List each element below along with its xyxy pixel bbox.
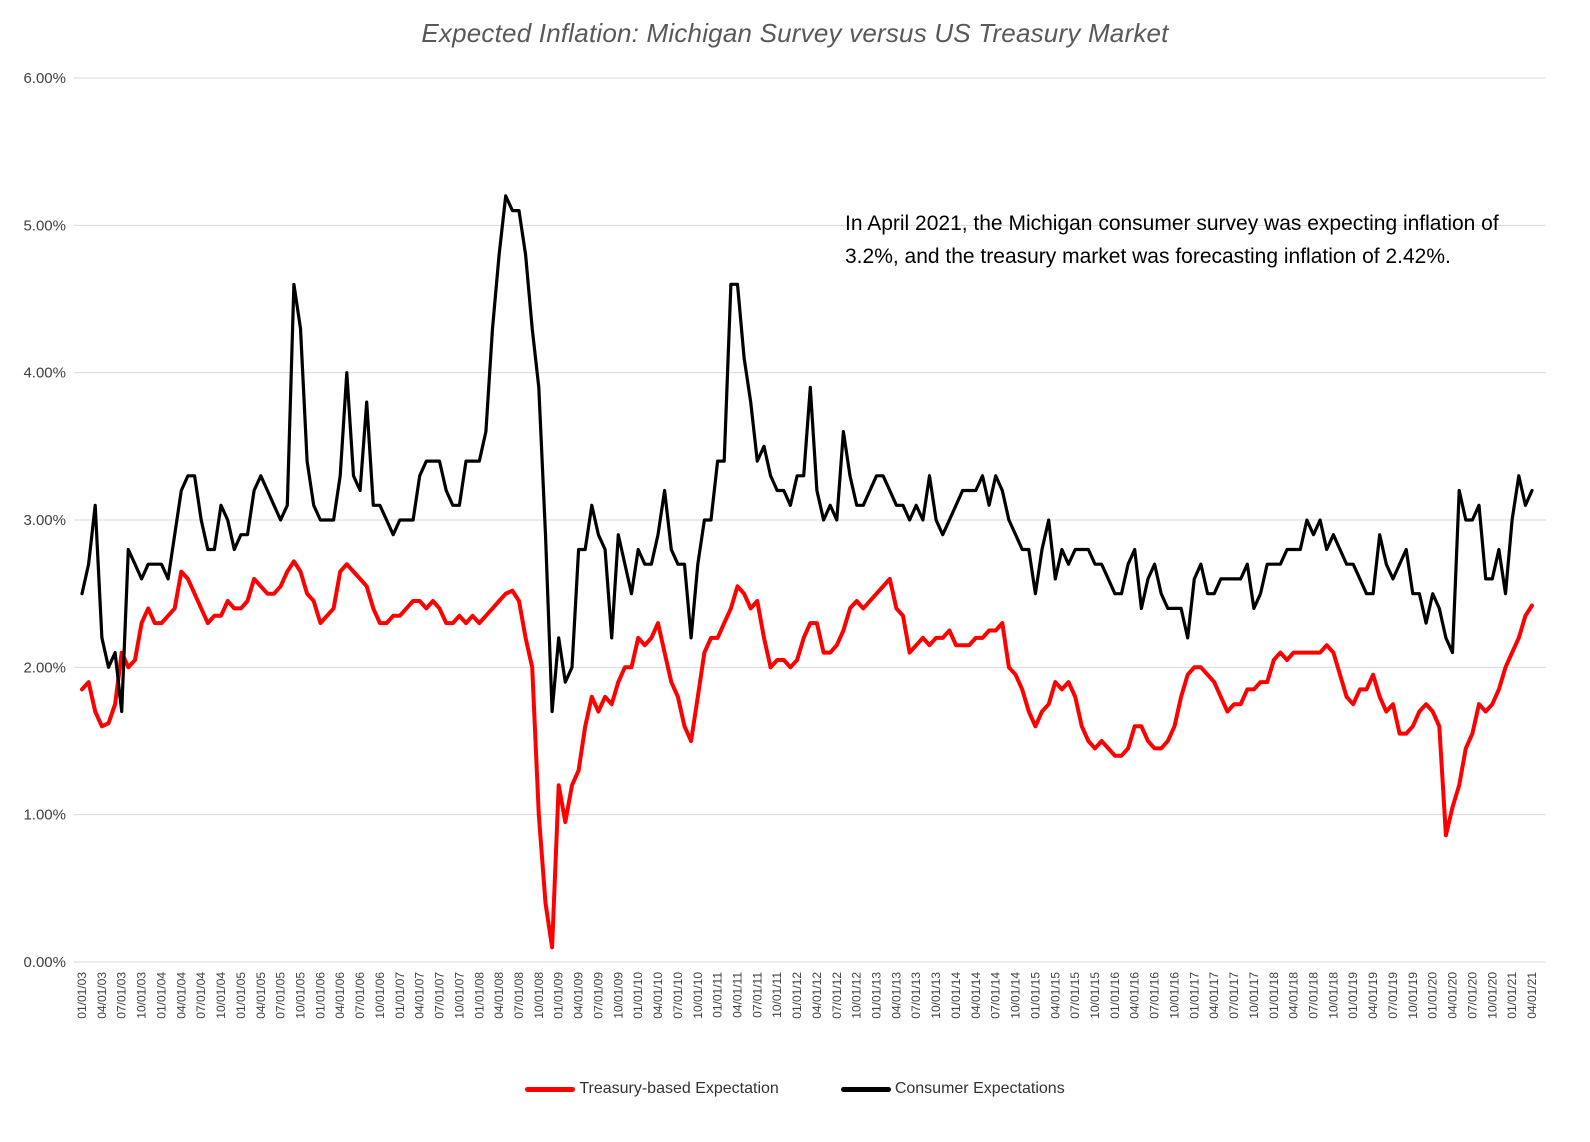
x-axis-tick-label: 04/01/17 (1207, 972, 1221, 1019)
y-axis-tick-label: 4.00% (23, 365, 66, 382)
x-axis-tick-label: 04/01/20 (1446, 972, 1460, 1019)
x-axis-tick-label: 10/01/10 (691, 972, 705, 1019)
x-axis-tick-label: 01/01/19 (1346, 972, 1360, 1019)
x-axis-tick-label: 07/01/06 (353, 972, 367, 1019)
x-axis-tick-label: 10/01/13 (929, 972, 943, 1019)
x-axis-tick-label: 10/01/12 (850, 972, 864, 1019)
x-axis-tick-label: 01/01/08 (472, 972, 486, 1019)
x-axis-tick-label: 04/01/21 (1525, 972, 1539, 1019)
x-axis-tick-label: 07/01/03 (115, 972, 129, 1019)
x-axis-tick-label: 01/01/09 (552, 972, 566, 1019)
x-axis-tick-label: 04/01/07 (413, 972, 427, 1019)
x-axis-tick-label: 04/01/16 (1128, 972, 1142, 1019)
x-axis-tick-label: 07/01/05 (274, 972, 288, 1019)
x-axis-tick-label: 07/01/14 (989, 972, 1003, 1019)
x-axis-tick-label: 01/01/21 (1505, 972, 1519, 1019)
x-axis-tick-label: 01/01/14 (949, 972, 963, 1019)
x-axis-tick-label: 10/01/04 (214, 972, 228, 1019)
x-axis-tick-label: 07/01/13 (909, 972, 923, 1019)
x-axis-tick-label: 07/01/11 (750, 972, 764, 1018)
y-axis-tick-label: 5.00% (23, 217, 66, 234)
x-axis-tick-label: 07/01/15 (1068, 972, 1082, 1019)
x-axis-tick-label: 04/01/18 (1287, 972, 1301, 1019)
x-axis-tick-label: 10/01/20 (1485, 972, 1499, 1019)
x-axis-tick-label: 10/01/14 (1009, 972, 1023, 1019)
y-axis-tick-label: 3.00% (23, 512, 66, 529)
x-axis-tick-label: 07/01/07 (433, 972, 447, 1019)
chart-title: Expected Inflation: Michigan Survey vers… (421, 18, 1169, 48)
x-axis-tick-label: 10/01/05 (293, 972, 307, 1019)
x-axis-tick-label: 04/01/14 (969, 972, 983, 1019)
x-axis-tick-label: 07/01/12 (830, 972, 844, 1019)
x-axis-tick-label: 01/01/06 (313, 972, 327, 1019)
x-axis-tick-label: 10/01/17 (1247, 972, 1261, 1019)
x-axis-tick-label: 04/01/06 (333, 972, 347, 1019)
y-axis-tick-label: 0.00% (23, 954, 66, 971)
x-axis-tick-label: 04/01/05 (254, 972, 268, 1019)
treasury-based-expectation-line (80, 559, 1534, 950)
x-axis-tick-label: 04/01/03 (95, 972, 109, 1019)
consumer-expectations-line (80, 194, 1534, 714)
consumer-line-swatch (840, 1086, 891, 1092)
y-axis-tick-label: 1.00% (23, 807, 66, 824)
x-axis-tick-label: 07/01/17 (1227, 972, 1241, 1019)
x-axis-tick-label: 01/01/13 (870, 972, 884, 1019)
x-axis-tick-label: 04/01/09 (572, 972, 586, 1019)
x-axis-tick-label: 10/01/03 (135, 972, 149, 1019)
x-axis-tick-label: 10/01/09 (611, 972, 625, 1019)
x-axis-tick-label: 10/01/07 (452, 972, 466, 1019)
legend-label-consumer: Consumer Expectations (894, 1080, 1065, 1097)
legend-item-consumer: Consumer Expectations (840, 1080, 1065, 1098)
x-axis-tick-label: 10/01/16 (1167, 972, 1181, 1019)
x-axis-tick-label: 10/01/08 (532, 972, 546, 1019)
x-axis-tick-label: 01/01/17 (1187, 972, 1201, 1019)
x-axis-tick-label: 04/01/04 (174, 972, 188, 1019)
x-axis-tick-label: 04/01/13 (889, 972, 903, 1019)
x-axis-tick-label: 07/01/20 (1465, 972, 1479, 1019)
x-axis-tick-label: 01/01/03 (75, 972, 89, 1019)
x-axis-tick-label: 01/01/16 (1108, 972, 1122, 1019)
x-axis-tick-label: 04/01/19 (1366, 972, 1380, 1019)
x-axis-tick-label: 10/01/18 (1326, 972, 1340, 1019)
chart-legend: Treasury-based Expectation Consumer Expe… (0, 1080, 1590, 1098)
x-axis-tick-label: 10/01/06 (373, 972, 387, 1019)
y-axis-tick-label: 2.00% (23, 659, 66, 676)
x-axis-tick-label: 04/01/11 (730, 972, 744, 1018)
x-axis-tick-label: 07/01/16 (1148, 972, 1162, 1019)
x-axis-tick-label: 01/01/15 (1028, 972, 1042, 1019)
x-axis-tick-label: 01/01/20 (1426, 972, 1440, 1019)
x-axis-tick-label: 01/01/05 (234, 972, 248, 1019)
x-axis-tick-label: 10/01/15 (1088, 972, 1102, 1019)
x-axis-tick-label: 07/01/04 (194, 972, 208, 1019)
x-axis-tick-label: 07/01/19 (1386, 972, 1400, 1019)
legend-label-treasury: Treasury-based Expectation (579, 1080, 779, 1097)
x-axis-tick-label: 07/01/18 (1307, 972, 1321, 1019)
x-axis-tick-label: 01/01/11 (711, 972, 725, 1018)
treasury-line-swatch (525, 1086, 576, 1092)
x-axis-tick-label: 07/01/10 (671, 972, 685, 1019)
x-axis-tick-label: 04/01/10 (651, 972, 665, 1019)
y-axis-tick-label: 6.00% (23, 70, 66, 87)
chart-annotation: In April 2021, the Michigan consumer sur… (845, 212, 1499, 268)
x-axis-tick-label: 07/01/09 (591, 972, 605, 1019)
x-axis-tick-label: 01/01/07 (393, 972, 407, 1019)
x-axis-tick-label: 04/01/15 (1048, 972, 1062, 1019)
x-axis-tick-label: 04/01/08 (492, 972, 506, 1019)
x-axis-tick-label: 01/01/04 (154, 972, 168, 1019)
legend-item-treasury: Treasury-based Expectation (525, 1080, 779, 1098)
x-axis-tick-label: 07/01/08 (512, 972, 526, 1019)
x-axis-tick-label: 10/01/19 (1406, 972, 1420, 1019)
x-axis-tick-label: 01/01/18 (1267, 972, 1281, 1019)
x-axis-tick-label: 10/01/11 (770, 972, 784, 1018)
x-axis-tick-label: 01/01/10 (631, 972, 645, 1019)
x-axis-tick-label: 04/01/12 (810, 972, 824, 1019)
x-axis-tick-label: 01/01/12 (790, 972, 804, 1019)
